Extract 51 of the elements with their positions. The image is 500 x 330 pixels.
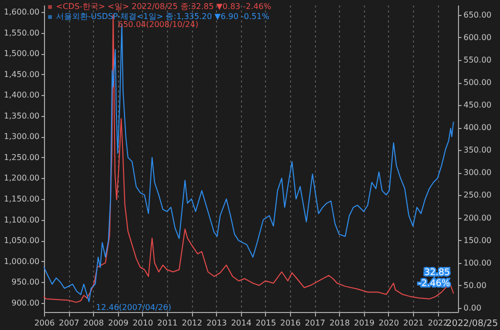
- y2-tick-label: 600.00: [464, 32, 492, 42]
- y-tick-label: 1,100.00: [4, 215, 40, 224]
- y2-tick-label: 350.00: [464, 146, 492, 155]
- y-tick-label: 1,350.00: [4, 111, 40, 120]
- y2-tick-label: 50.00: [464, 280, 486, 290]
- y-tick-label: 1,000.00: [4, 256, 40, 266]
- x-tick-label: 2016: [280, 318, 301, 328]
- y2-tick-label: 0.00: [464, 303, 482, 312]
- y2-tick-label: 150.00: [464, 236, 492, 245]
- annotation: 12.46(2007/04/26): [96, 303, 172, 312]
- x-tick-label: 2011: [157, 318, 178, 328]
- x-tick-label: 2021: [403, 318, 424, 328]
- y2-tick-label: 300.00: [464, 168, 492, 178]
- y-tick-label: 1,450.00: [4, 70, 40, 79]
- annotation: 32.85 -2.46%: [418, 268, 450, 289]
- text: 2022/08/25: [446, 319, 498, 329]
- x-tick-label: 2018: [329, 318, 350, 328]
- x-tick-label: 2009: [108, 318, 128, 328]
- y2-tick-label: 250.00: [464, 190, 492, 200]
- legend-label: <CDS-한국> <일> 2022/08/25 종:32.85 ▼0.83 -2.46%: [56, 2, 272, 11]
- x-tick-label: 2007: [58, 318, 80, 328]
- x-tick-label: 2020: [378, 318, 399, 328]
- y-tick-label: 1,300.00: [4, 132, 40, 142]
- y2-tick-label: 650.00: [464, 10, 492, 20]
- y2-tick-label: 200.00: [464, 213, 492, 222]
- y-tick-label: 1,600.00: [4, 8, 40, 17]
- y2-tick-label: 450.00: [464, 100, 492, 110]
- y2-tick-label: 500.00: [464, 78, 492, 88]
- x-tick-label: 2015: [256, 318, 276, 328]
- x-tick-label: 2010: [132, 318, 154, 328]
- y-tick-label: 1,400.00: [4, 90, 40, 100]
- x-tick-label: 2014: [231, 318, 252, 328]
- annotation: 650.04(2008/10/24): [118, 20, 198, 29]
- x-tick-label: 2008: [83, 318, 104, 328]
- y-tick-label: 900.00: [12, 298, 40, 308]
- x-tick-label: 2022: [428, 318, 448, 328]
- y-tick-label: 1,500.00: [4, 49, 40, 58]
- x-tick-label: 2019: [354, 318, 374, 328]
- y2-tick-label: 550.00: [464, 56, 492, 64]
- y-tick-label: 1,200.00: [4, 174, 40, 183]
- x-tick-label: 2012: [182, 318, 202, 328]
- y2-tick-label: 100.00: [464, 258, 492, 268]
- x-tick-label: 2017: [304, 318, 326, 328]
- y2-tick-label: 400.00: [464, 123, 492, 132]
- y-tick-label: 950.00: [12, 278, 40, 287]
- y-tick-label: 1,250.00: [4, 152, 40, 162]
- y-tick-label: 1,050.00: [4, 236, 40, 246]
- x-tick-label: 2006: [34, 318, 55, 328]
- y-tick-label: 1,150.00: [4, 194, 40, 204]
- y-tick-label: 1,550.00: [4, 28, 40, 38]
- x-tick-label: 2013: [206, 318, 227, 328]
